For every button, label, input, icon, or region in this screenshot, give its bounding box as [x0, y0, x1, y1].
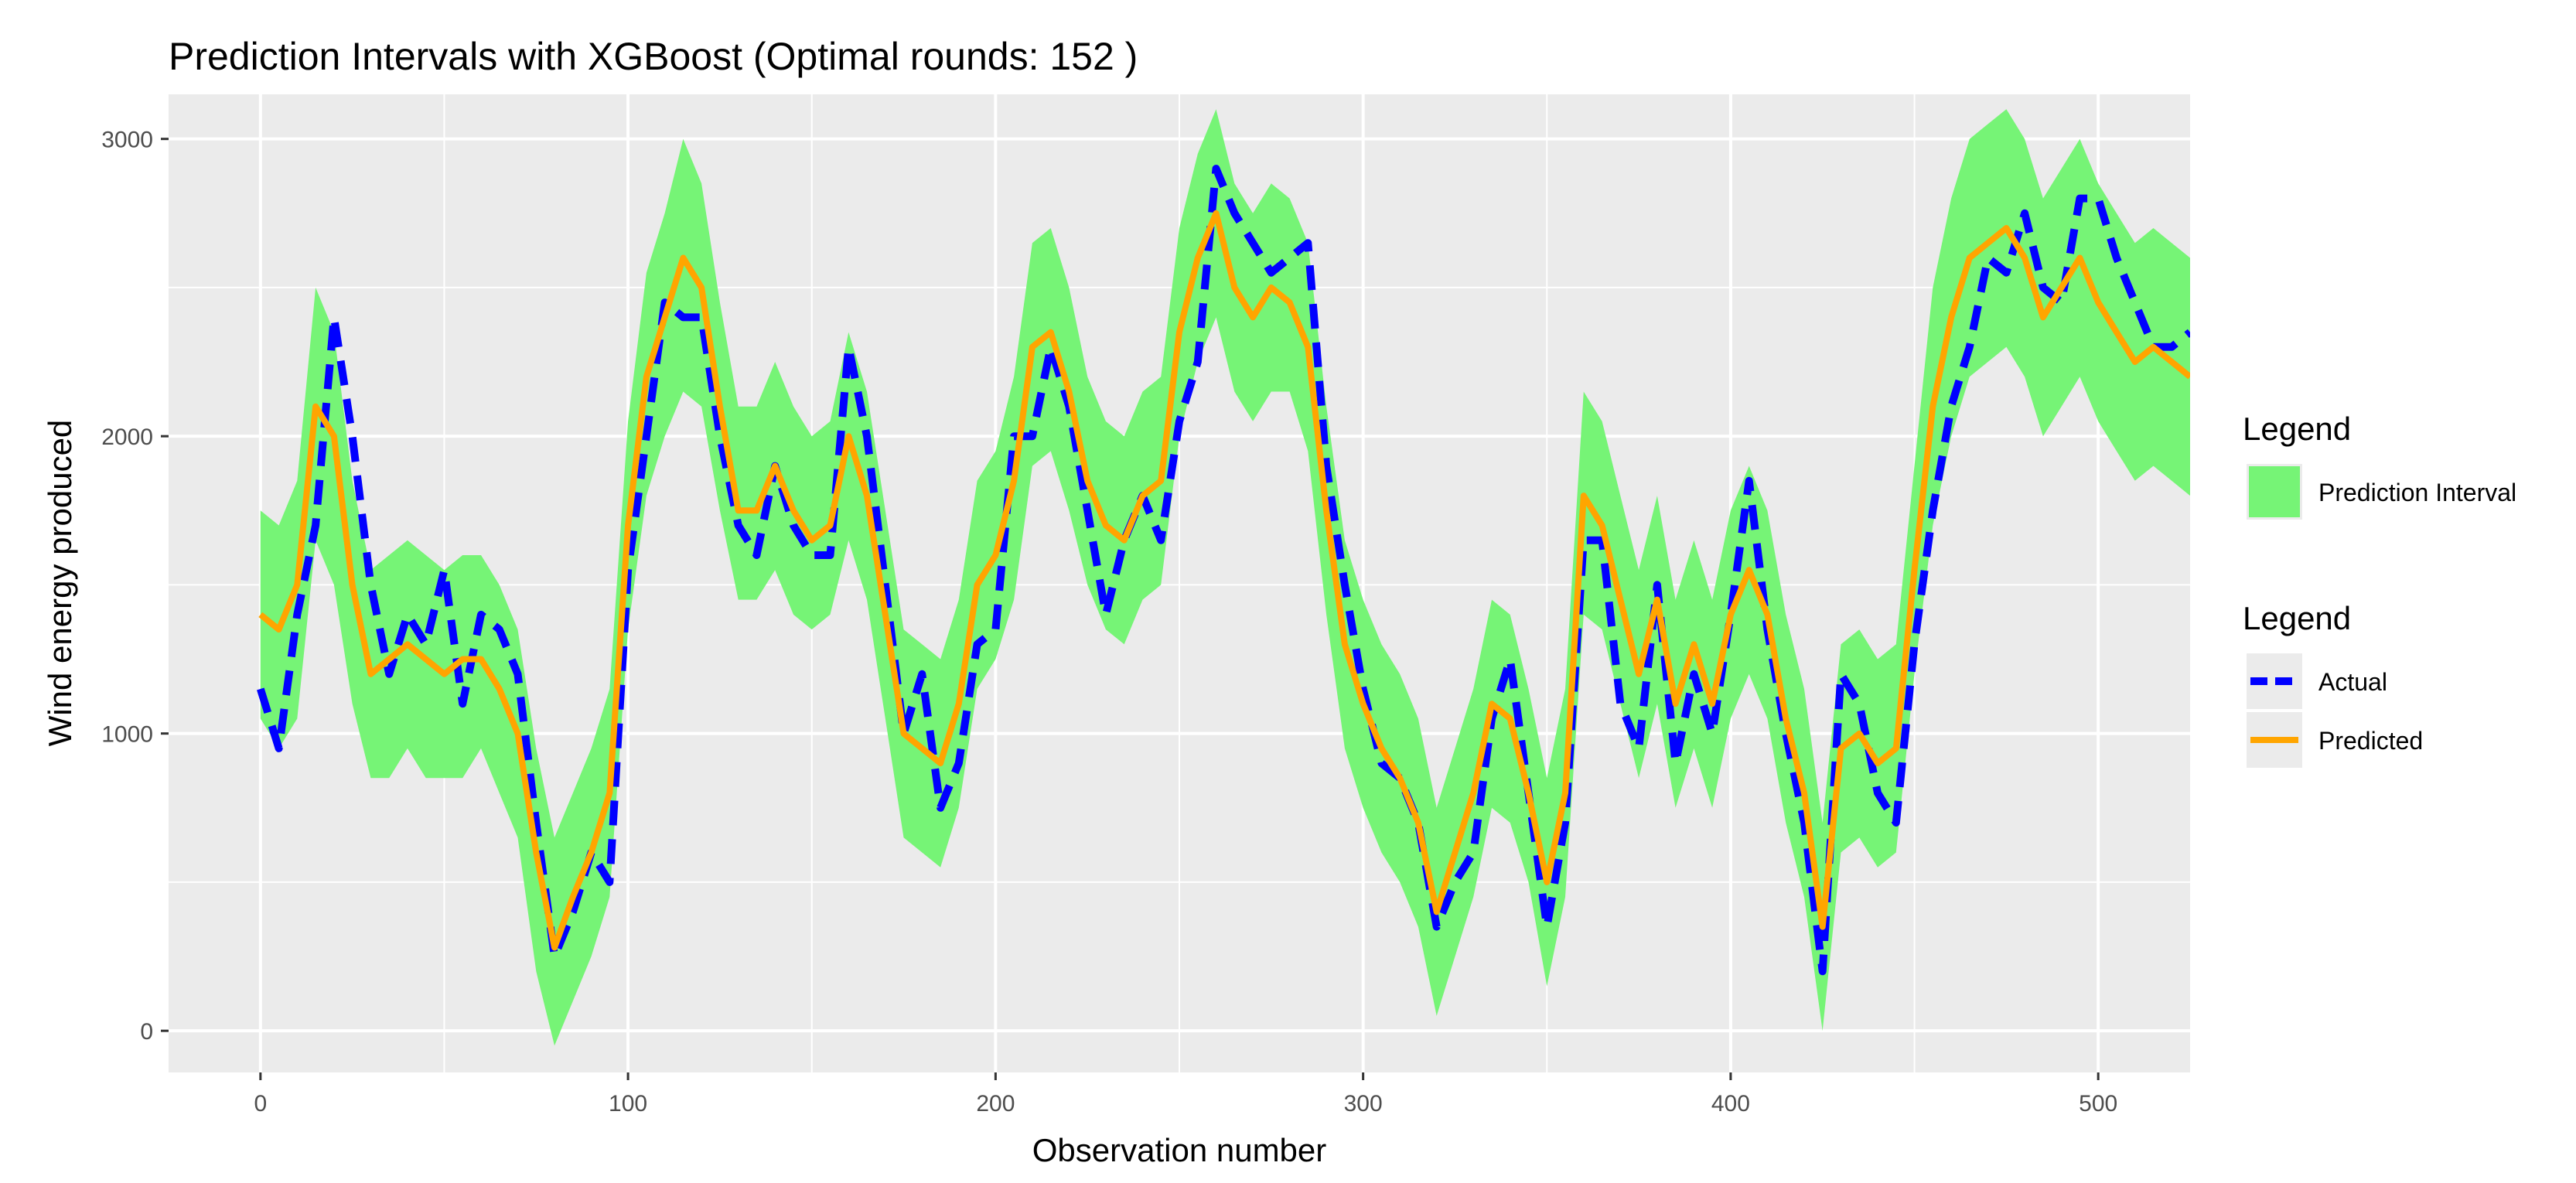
y-tick-label: 3000 — [101, 128, 153, 153]
y-axis-ticks: 0 1000 2000 3000 — [101, 128, 169, 1045]
legend-interval: Legend Prediction Interval — [2243, 411, 2516, 520]
y-tick-label: 0 — [140, 1019, 153, 1045]
x-tick-label: 300 — [1344, 1091, 1383, 1117]
x-tick-label: 0 — [254, 1091, 267, 1117]
x-tick-label: 400 — [1711, 1091, 1750, 1117]
prediction-interval-band — [260, 109, 2190, 1046]
legend-lines: Legend Actual Predicted — [2243, 600, 2423, 768]
x-tick-label: 200 — [976, 1091, 1015, 1117]
legend-interval-label: Prediction Interval — [2318, 479, 2516, 506]
predicted-series-line — [258, 210, 2190, 951]
y-tick-label: 2000 — [101, 424, 153, 450]
chart-title: Prediction Intervals with XGBoost (Optim… — [169, 35, 1138, 78]
x-tick-label: 500 — [2079, 1091, 2117, 1117]
x-tick-label: 100 — [609, 1091, 647, 1117]
plot-layer — [257, 109, 2190, 1046]
y-axis-title: Wind energy produced — [42, 420, 78, 747]
legend-predicted-label: Predicted — [2318, 727, 2423, 755]
y-tick-label: 1000 — [101, 722, 153, 748]
x-axis-title: Observation number — [1032, 1132, 1327, 1168]
legend-interval-title: Legend — [2243, 411, 2351, 447]
legend-lines-title: Legend — [2243, 600, 2351, 636]
x-axis-ticks: 0 100 200 300 400 500 — [254, 1072, 2117, 1117]
legend-actual-label: Actual — [2318, 668, 2387, 696]
legend-interval-swatch — [2249, 466, 2300, 517]
